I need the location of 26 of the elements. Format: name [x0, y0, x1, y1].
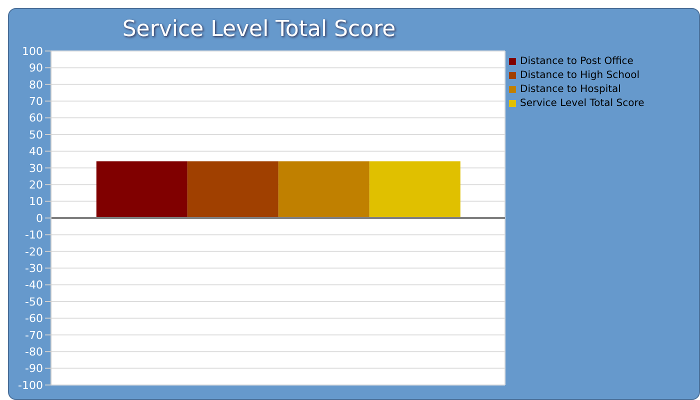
- y-tick-label: -100: [18, 378, 43, 392]
- legend-label: Distance to Hospital: [520, 84, 621, 95]
- y-tick-label: 40: [29, 145, 43, 158]
- y-tick-label: -30: [25, 262, 43, 276]
- y-tick-label: 0: [36, 212, 43, 225]
- y-tick-label: 80: [29, 78, 43, 92]
- y-tick-label: 100: [22, 44, 43, 58]
- legend-label: Distance to Post Office: [520, 56, 634, 67]
- y-tick-label: 50: [29, 128, 43, 142]
- y-tick-label: -90: [25, 362, 43, 376]
- legend-label: Service Level Total Score: [520, 98, 644, 109]
- y-tick-label: -50: [25, 295, 43, 308]
- legend-label: Distance to High School: [520, 70, 640, 81]
- y-tick-label: -60: [25, 312, 43, 326]
- y-tick-label: 20: [29, 178, 43, 192]
- chart-title: Service Level Total Score: [121, 17, 397, 42]
- y-tick-label: -10: [25, 228, 43, 242]
- y-tick-label: -70: [25, 328, 43, 342]
- y-tick-label: 70: [29, 95, 43, 108]
- y-tick-label: -40: [25, 278, 43, 292]
- y-tick-label: 90: [29, 62, 43, 75]
- y-tick-label: -20: [25, 245, 43, 258]
- y-tick-label: 60: [29, 112, 43, 125]
- y-tick-label: 10: [29, 195, 43, 208]
- y-tick-label: 30: [29, 162, 43, 175]
- y-tick-label: -80: [25, 346, 43, 359]
